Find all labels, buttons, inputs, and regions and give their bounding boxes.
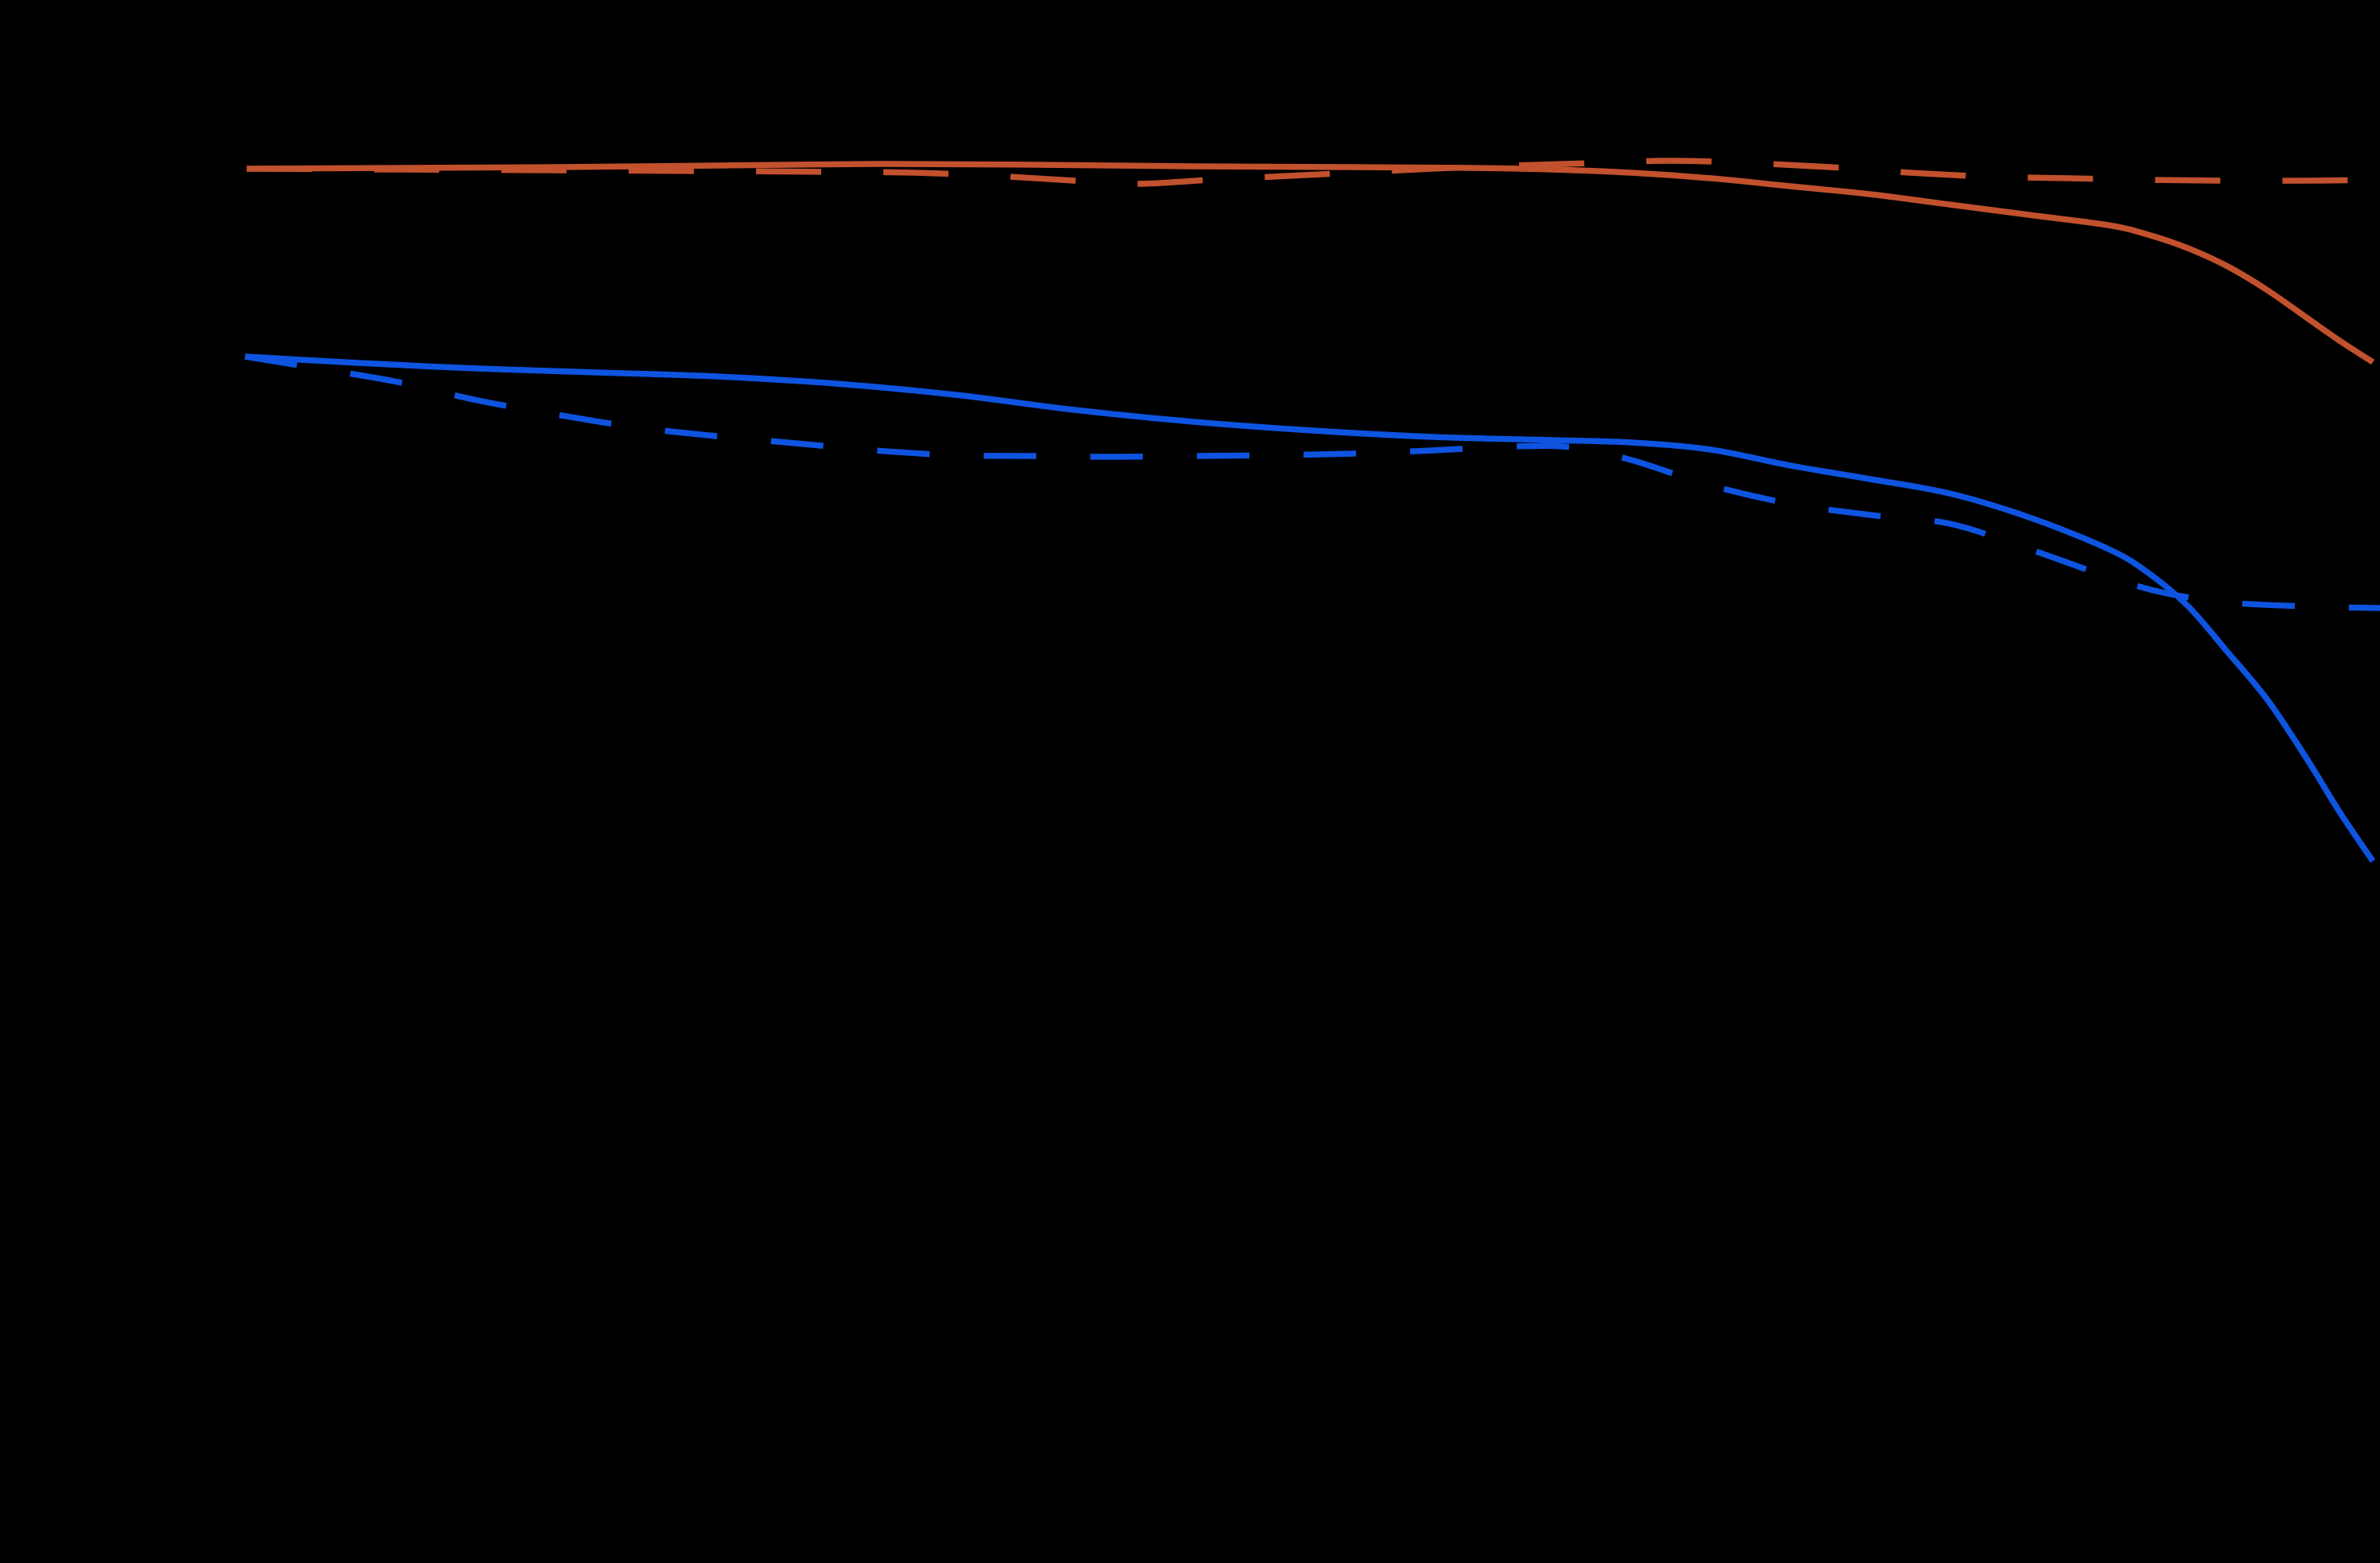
series-blue-solid-line: [244, 353, 2376, 863]
chart-series-group: [244, 158, 2380, 863]
series-orange-dashed-line: [246, 158, 2380, 187]
series-orange-solid-line: [246, 161, 2375, 365]
series-blue-dashed-line: [244, 353, 2380, 611]
